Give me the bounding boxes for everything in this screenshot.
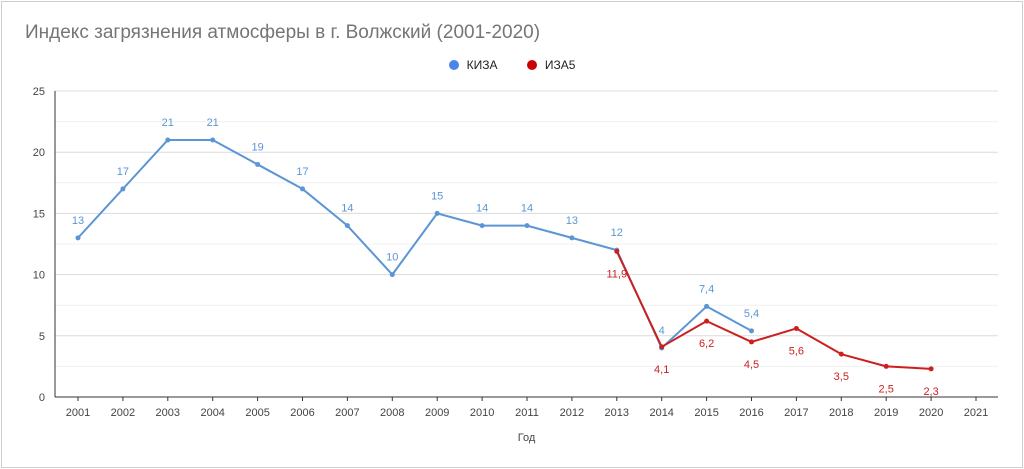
data-label-iza5: 3,5 [834, 371, 849, 383]
data-point-kiza [300, 186, 305, 192]
data-label-iza5: 5,6 [789, 345, 804, 357]
data-point-iza5 [793, 325, 799, 331]
x-tick-label: 2020 [919, 407, 943, 419]
data-point-kiza [389, 272, 395, 278]
data-label-kiza: 14 [476, 203, 488, 215]
x-tick-label: 2012 [560, 407, 584, 419]
data-label-iza5: 2,3 [923, 386, 938, 398]
data-point-kiza [524, 223, 530, 229]
x-tick-label: 2018 [829, 407, 853, 419]
x-tick-label: 2013 [605, 407, 629, 419]
x-axis-title: Год [518, 432, 536, 444]
data-label-iza5: 4,1 [654, 364, 669, 376]
legend-item-iza5[interactable]: ИЗА5 [526, 58, 576, 72]
data-label-iza5: 4,5 [744, 359, 759, 371]
data-label-kiza: 10 [386, 252, 398, 264]
data-label-kiza: 14 [341, 203, 353, 215]
x-tick-label: 2010 [470, 407, 494, 419]
x-tick-label: 2014 [649, 407, 673, 419]
legend[interactable]: КИЗА ИЗА5 [0, 58, 1024, 73]
data-point-kiza [344, 223, 350, 229]
data-point-kiza [165, 137, 171, 143]
data-label-kiza: 19 [251, 141, 263, 153]
x-tick-label: 2007 [335, 407, 359, 419]
data-label-iza5: 6,2 [699, 338, 714, 350]
data-label-kiza: 13 [566, 215, 578, 227]
data-label-kiza: 21 [207, 117, 219, 129]
y-tick-label: 25 [33, 86, 45, 98]
x-tick-label: 2015 [694, 407, 718, 419]
data-point-kiza [479, 223, 485, 229]
data-point-kiza [75, 235, 81, 241]
legend-marker-iza5 [526, 60, 537, 70]
data-point-kiza [704, 303, 710, 309]
data-point-kiza [210, 137, 216, 143]
data-label-kiza: 4 [659, 325, 665, 337]
data-label-kiza: 12 [611, 227, 623, 239]
x-tick-label: 2019 [874, 407, 898, 419]
data-point-iza5 [883, 363, 889, 369]
data-label-kiza: 17 [296, 166, 308, 178]
x-tick-label: 2009 [425, 407, 449, 419]
x-tick-label: 2005 [245, 407, 269, 419]
legend-label-iza5: ИЗА5 [544, 58, 576, 72]
y-tick-label: 5 [39, 331, 45, 343]
data-point-kiza [255, 161, 261, 167]
x-tick-label: 2008 [380, 407, 404, 419]
chart-title: Индекс загрязнения атмосферы в г. Волжск… [25, 22, 541, 43]
x-tick-label: 2021 [964, 407, 988, 419]
data-point-iza5 [659, 344, 665, 350]
x-tick-label: 2017 [784, 407, 808, 419]
x-tick-label: 2004 [200, 407, 224, 419]
x-tick-label: 2001 [66, 407, 90, 419]
data-point-iza5 [838, 351, 844, 357]
y-tick-label: 10 [33, 270, 45, 282]
data-point-kiza [120, 186, 126, 192]
data-label-kiza: 15 [431, 190, 443, 202]
data-label-kiza: 7,4 [699, 283, 714, 295]
y-tick-label: 20 [33, 147, 45, 159]
x-tick-label: 2016 [739, 407, 763, 419]
x-tick-label: 2003 [156, 407, 180, 419]
x-tick-label: 2011 [515, 407, 539, 419]
legend-item-kiza[interactable]: КИЗА [448, 58, 498, 72]
data-label-kiza: 17 [117, 166, 129, 178]
data-point-iza5 [704, 318, 710, 324]
data-point-kiza [569, 235, 575, 241]
data-point-kiza [434, 210, 440, 216]
x-tick-label: 2002 [111, 407, 135, 419]
y-tick-label: 0 [39, 392, 45, 404]
data-label-kiza: 14 [521, 203, 533, 215]
legend-label-kiza: КИЗА [466, 58, 498, 72]
data-label-kiza: 13 [72, 215, 84, 227]
data-label-kiza: 21 [162, 117, 174, 129]
data-point-kiza [749, 328, 754, 334]
data-point-iza5 [928, 366, 934, 372]
data-label-kiza: 5,4 [744, 308, 759, 320]
data-label-iza5: 11,9 [607, 268, 628, 280]
series-line-iza5 [615, 250, 932, 370]
data-point-iza5 [749, 339, 754, 345]
y-tick-label: 15 [33, 208, 45, 220]
x-tick-label: 2006 [290, 407, 314, 419]
data-label-iza5: 2,5 [879, 383, 894, 395]
legend-marker-kiza [448, 60, 459, 70]
data-point-iza5 [614, 248, 620, 254]
